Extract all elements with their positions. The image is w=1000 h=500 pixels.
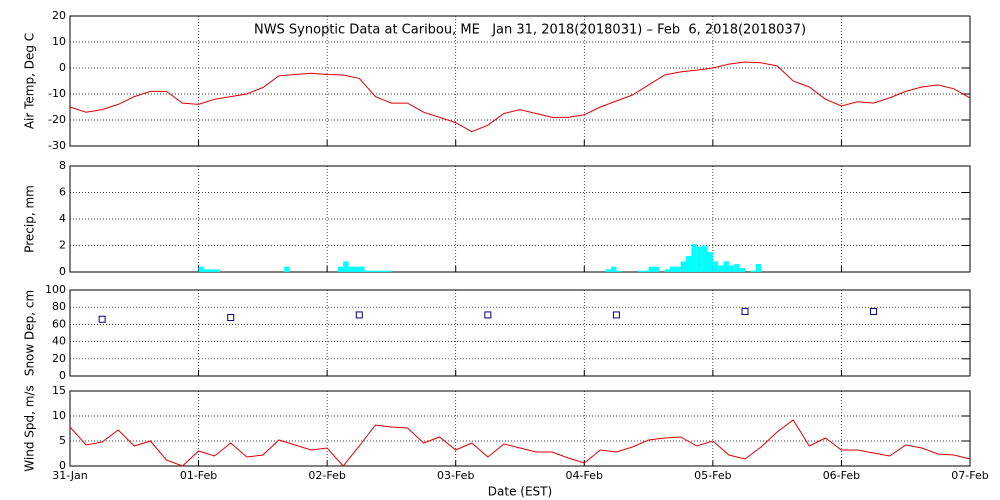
x-tick-label: 31-Jan — [52, 469, 88, 482]
x-axis-label: Date (EST) — [488, 485, 552, 499]
y-tick-label: 10 — [52, 35, 66, 48]
bar — [723, 261, 729, 272]
bar — [284, 266, 290, 272]
data-line — [69, 61, 971, 133]
bar — [670, 266, 676, 272]
bar — [696, 246, 703, 272]
point — [612, 311, 620, 319]
point — [98, 315, 106, 323]
x-tick-label: 07-Feb — [951, 469, 988, 482]
bar — [686, 256, 692, 272]
y-axis-label: Wind Spd, m/s — [23, 385, 37, 471]
y-tick-label: 0 — [59, 265, 66, 278]
y-tick-label: 20 — [52, 352, 66, 365]
bar — [739, 268, 745, 272]
bar — [702, 245, 708, 272]
bar — [370, 270, 376, 272]
bar — [359, 266, 365, 272]
bar — [343, 261, 349, 272]
bar — [691, 244, 697, 272]
plot-frame — [69, 390, 971, 467]
y-tick-label: 5 — [59, 434, 66, 447]
bar — [637, 270, 644, 272]
bar — [386, 270, 392, 272]
y-tick-label: 2 — [59, 239, 66, 252]
x-tick-label: 03-Feb — [437, 469, 474, 482]
x-tick-label: 01-Feb — [180, 469, 217, 482]
y-tick-label: 0 — [59, 369, 66, 382]
y-tick-label: 4 — [59, 212, 66, 225]
bar — [209, 269, 215, 272]
bar — [653, 266, 660, 272]
bar — [214, 269, 220, 272]
y-tick-label: 60 — [52, 317, 66, 330]
bar — [675, 266, 681, 272]
y-tick-label: -30 — [48, 139, 66, 152]
bar — [353, 266, 360, 272]
bar — [728, 265, 735, 272]
y-tick-label: -10 — [48, 87, 66, 100]
bar — [707, 252, 713, 272]
bar — [718, 265, 724, 272]
y-tick-label: 80 — [52, 300, 66, 313]
y-axis-label: Precip, mm — [23, 185, 37, 253]
point — [355, 311, 363, 319]
point — [227, 314, 235, 322]
x-tick-label: 04-Feb — [566, 469, 603, 482]
bar — [203, 269, 210, 272]
bar — [375, 270, 381, 272]
y-tick-label: 40 — [52, 335, 66, 348]
y-tick-label: 20 — [52, 9, 66, 22]
bar — [750, 270, 756, 272]
bar — [616, 270, 622, 272]
data-line — [69, 419, 971, 467]
y-tick-label: 0 — [59, 459, 66, 472]
bar — [712, 261, 719, 272]
y-tick-label: 0 — [59, 61, 66, 74]
bar — [605, 269, 612, 272]
bar — [755, 264, 762, 272]
y-axis-label: Snow Dep, cm — [23, 290, 37, 376]
bar — [380, 270, 387, 272]
bar — [664, 269, 670, 272]
point — [870, 308, 878, 315]
point — [484, 311, 492, 319]
bar — [348, 266, 354, 272]
x-tick-label: 05-Feb — [694, 469, 731, 482]
y-tick-label: -20 — [48, 113, 66, 126]
plot-frame — [69, 289, 971, 377]
y-tick-label: 8 — [59, 159, 66, 172]
bar — [337, 266, 344, 272]
bar — [648, 266, 654, 272]
y-tick-label: 6 — [59, 186, 66, 199]
point — [741, 308, 749, 315]
x-tick-label: 06-Feb — [823, 469, 860, 482]
y-tick-label: 15 — [52, 384, 66, 397]
bar — [734, 264, 740, 272]
chart-title: NWS Synoptic Data at Caribou, ME Jan 31,… — [254, 23, 806, 38]
y-axis-label: Air Temp, Deg C — [23, 33, 37, 129]
bar — [611, 266, 617, 272]
bar — [680, 261, 687, 272]
y-tick-label: 10 — [52, 409, 66, 422]
bar — [198, 266, 204, 272]
bar — [643, 270, 649, 272]
bar — [364, 270, 370, 272]
y-tick-label: 100 — [45, 283, 66, 296]
x-tick-label: 02-Feb — [308, 469, 345, 482]
